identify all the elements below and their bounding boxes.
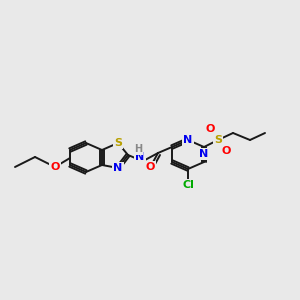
Text: N: N	[113, 163, 123, 173]
Text: S: S	[214, 135, 222, 145]
Text: H: H	[134, 144, 142, 154]
Text: N: N	[200, 149, 208, 159]
Text: O: O	[221, 146, 231, 156]
Text: O: O	[50, 162, 60, 172]
Text: S: S	[114, 138, 122, 148]
Text: Cl: Cl	[182, 180, 194, 190]
Text: N: N	[135, 152, 145, 162]
Text: N: N	[183, 135, 193, 145]
Text: O: O	[145, 162, 155, 172]
Text: O: O	[205, 124, 215, 134]
